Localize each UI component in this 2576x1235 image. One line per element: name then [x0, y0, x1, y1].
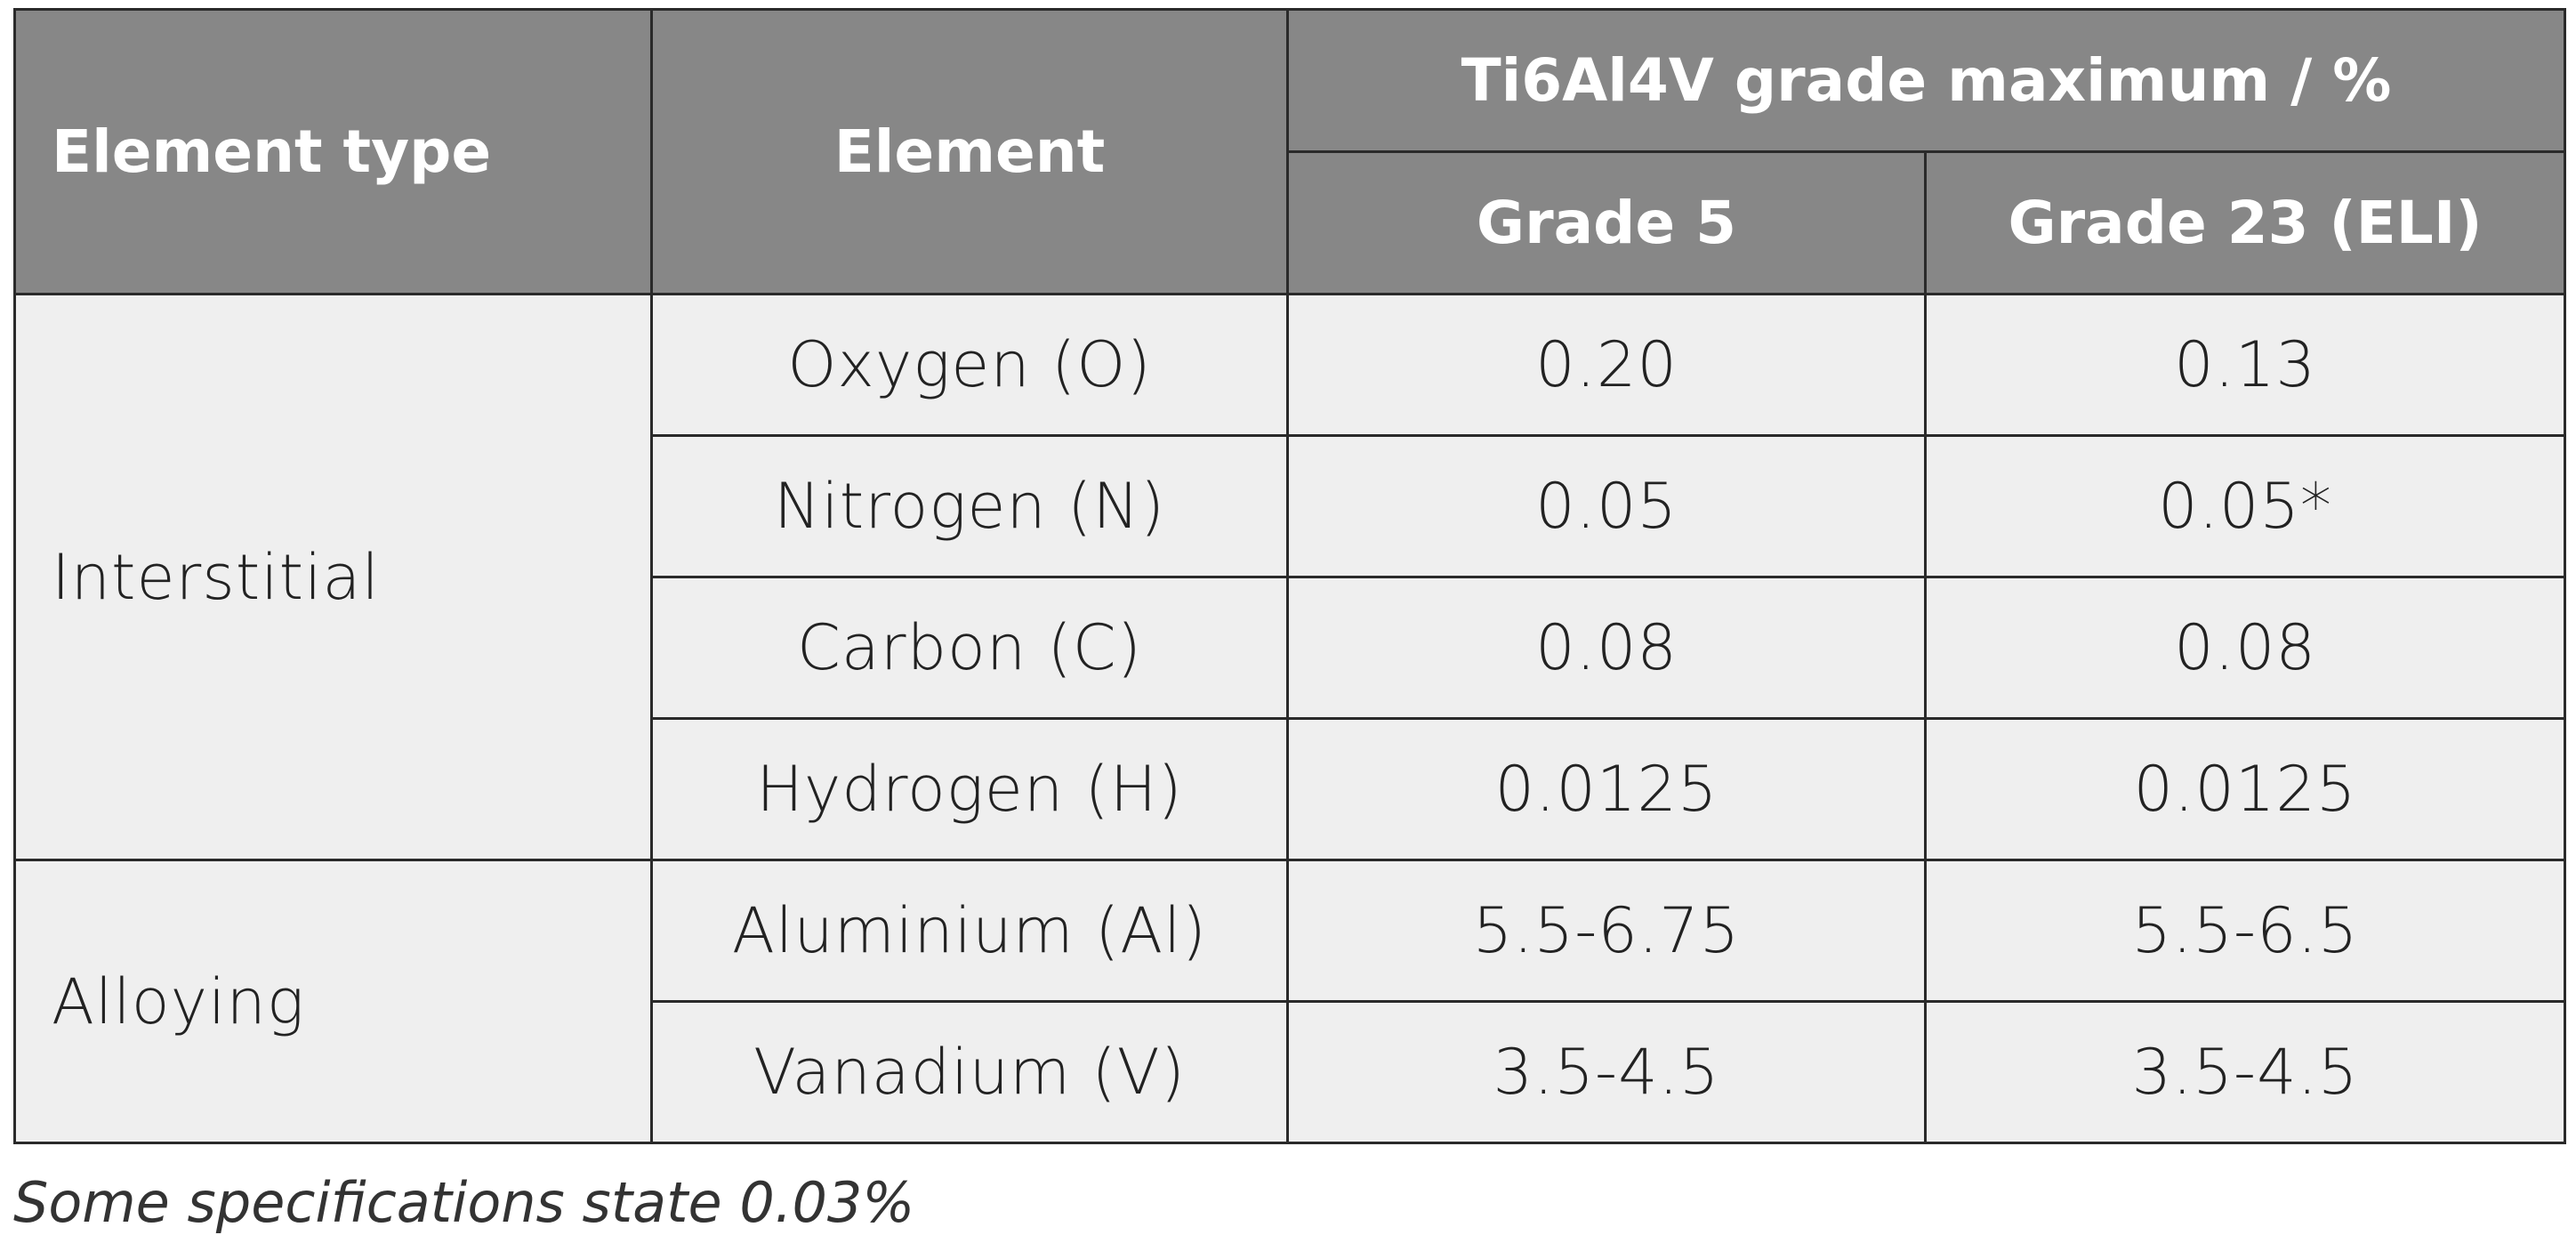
element-cell: Hydrogen (H)	[650, 717, 1289, 861]
element-cell: Carbon (C)	[650, 576, 1289, 720]
element-type-cell: Interstitial	[13, 293, 653, 861]
element-cell: Oxygen (O)	[650, 293, 1289, 437]
element-cell: Vanadium (V)	[650, 1000, 1289, 1144]
header-cell: Element type	[13, 8, 653, 295]
value-cell: 0.20	[1286, 293, 1927, 437]
body-row: Nitrogen (N) 0.05 0.05*	[15, 434, 2567, 578]
element-cell: Aluminium (Al)	[650, 859, 1289, 1003]
header-cell: Ti6Al4V grade maximum / %	[1285, 8, 2567, 153]
value-cell: 0.08	[1286, 576, 1927, 720]
value-cell: 5.5-6.75	[1286, 859, 1927, 1003]
header-row: Grade 5 Grade 23 (ELI)	[15, 150, 2567, 295]
header-row: Element type Element Ti6Al4V grade maxim…	[13, 8, 2567, 295]
value-cell: 0.0125	[1923, 717, 2567, 861]
value-cell: 0.05	[1286, 434, 1927, 578]
body-row: Vanadium (V) 3.5-4.5 3.5-4.5	[15, 1000, 2567, 1144]
value-cell: 3.5-4.5	[1923, 1000, 2567, 1144]
value-cell: 5.5-6.5	[1923, 859, 2567, 1003]
value-cell: 0.0125	[1286, 717, 1927, 861]
header-cell: Grade 23 (ELI)	[1923, 150, 2567, 295]
body-row: Carbon (C) 0.08 0.08	[15, 576, 2567, 720]
footnote: Some specifications state 0.03%	[13, 1170, 915, 1235]
value-cell: 3.5-4.5	[1286, 1000, 1927, 1144]
element-type-cell: Alloying	[13, 859, 653, 1144]
header-cell: Grade 5	[1286, 150, 1927, 295]
table-body: Interstitial Oxygen (O) 0.20 0.13 Nitrogen (…	[13, 293, 2567, 1144]
body-row: Interstitial Oxygen (O) 0.20 0.13	[13, 293, 2567, 861]
body-row: Hydrogen (H) 0.0125 0.0125	[15, 717, 2567, 861]
value-cell: 0.05*	[1923, 434, 2567, 578]
table-header: Element type Element Ti6Al4V grade maxim…	[13, 8, 2567, 295]
body-row: Alloying Aluminium (Al) 5.5-6.75 5.5-6.5	[13, 859, 2567, 1144]
value-cell: 0.08	[1923, 576, 2567, 720]
element-cell: Nitrogen (N)	[650, 434, 1289, 578]
composition-table: Element type Element Ti6Al4V grade maxim…	[13, 8, 2567, 1144]
value-cell: 0.13	[1923, 293, 2567, 437]
header-cell: Element	[650, 8, 1289, 295]
